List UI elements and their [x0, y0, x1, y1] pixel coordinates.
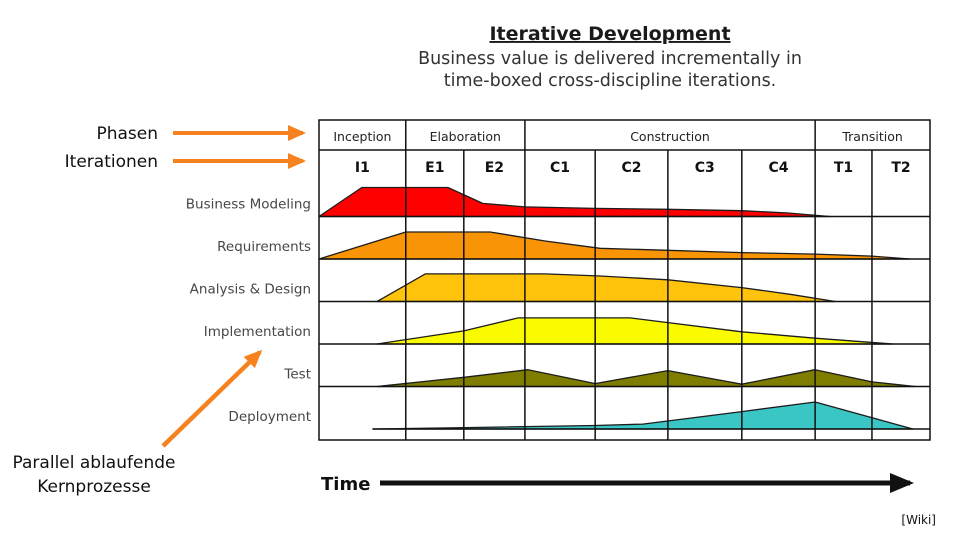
- hump-analysis-design: [376, 273, 836, 303]
- table-labels: Inception Elaboration Construction Transiti…: [186, 129, 911, 425]
- hump-implementation: [376, 317, 894, 345]
- iteration-label-c4: C4: [768, 160, 788, 176]
- row-label-analysis-design: Analysis & Design: [190, 282, 311, 298]
- iteration-label-t2: T2: [891, 160, 910, 176]
- parallel-callout-line-2: Kernprozesse: [37, 477, 151, 497]
- iteration-label-e2: E2: [485, 160, 504, 176]
- phase-label-construction: Construction: [630, 129, 710, 144]
- time-axis-label: Time: [321, 474, 370, 495]
- iteration-label-t1: T1: [834, 160, 853, 176]
- iterations-callout-label: Iterationen: [65, 152, 158, 172]
- row-label-business-modeling: Business Modeling: [186, 197, 311, 213]
- iteration-label-i1: I1: [355, 160, 370, 176]
- phase-label-inception: Inception: [333, 129, 391, 144]
- iteration-label-e1: E1: [425, 160, 444, 176]
- row-label-implementation: Implementation: [204, 324, 311, 340]
- discipline-humps: [318, 186, 916, 430]
- row-label-deployment: Deployment: [228, 409, 311, 425]
- row-label-requirements: Requirements: [217, 239, 311, 255]
- hump-requirements: [318, 231, 911, 260]
- parallel-callout-line-1: Parallel ablaufende: [13, 453, 176, 473]
- phase-label-elaboration: Elaboration: [430, 129, 501, 144]
- phase-label-transition: Transition: [841, 129, 902, 144]
- page-title: Iterative Development: [489, 23, 730, 45]
- phases-callout-label: Phasen: [96, 124, 158, 144]
- hump-deployment: [372, 401, 914, 430]
- attribution: [Wiki]: [901, 513, 936, 527]
- grid-lines: [318, 119, 931, 441]
- hump-test: [376, 369, 916, 388]
- row-label-test: Test: [283, 367, 311, 383]
- iteration-label-c2: C2: [621, 160, 641, 176]
- iteration-label-c3: C3: [695, 160, 715, 176]
- parallel-arrow: [161, 349, 263, 448]
- subtitle-line-2: time-boxed cross-discipline iterations.: [444, 71, 777, 91]
- iteration-label-c1: C1: [550, 160, 570, 176]
- hump-business-modeling: [318, 186, 831, 218]
- subtitle-line-1: Business value is delivered incrementall…: [418, 49, 802, 69]
- table-frame: [318, 119, 931, 441]
